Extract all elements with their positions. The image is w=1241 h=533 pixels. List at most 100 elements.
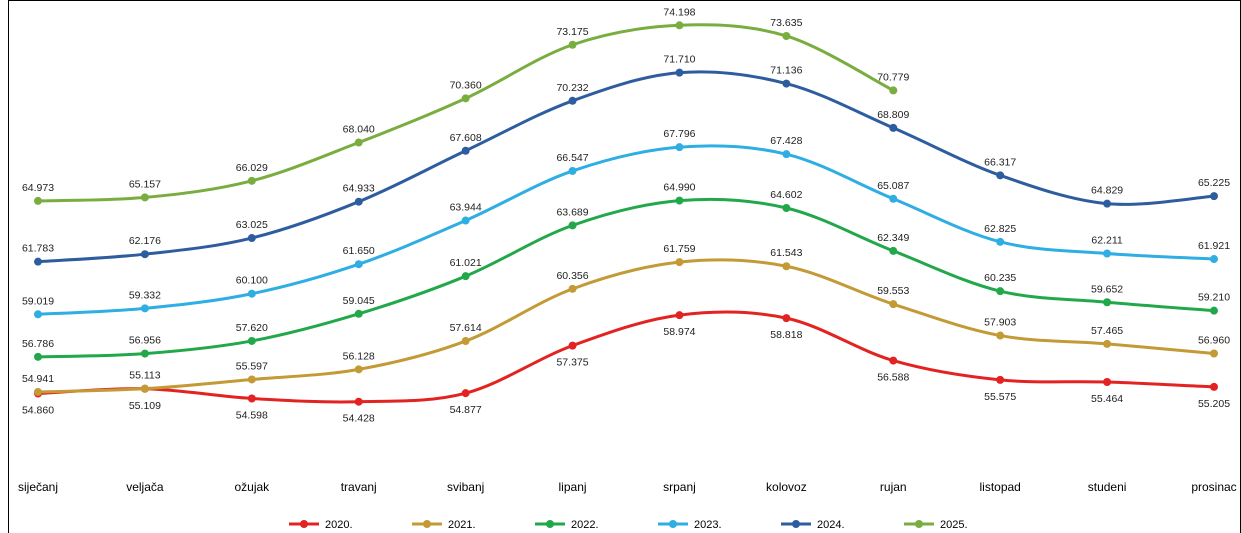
data-label-2025-1: 65.157 [129, 178, 161, 190]
data-point-2023-5 [568, 166, 577, 175]
data-point-2025-6 [675, 21, 684, 30]
data-label-2022-10: 59.652 [1091, 283, 1123, 295]
data-point-2021-8 [889, 300, 898, 309]
data-point-2024-7 [782, 79, 791, 88]
data-point-2020-10 [1103, 377, 1112, 386]
data-point-2024-0 [34, 257, 42, 266]
data-label-2023-3: 61.650 [343, 245, 375, 257]
data-point-2020-6 [675, 311, 684, 320]
data-point-2023-0 [34, 310, 42, 319]
data-point-2022-7 [782, 203, 791, 212]
data-point-2025-7 [782, 31, 791, 40]
data-point-2021-5 [568, 284, 577, 293]
data-label-2022-1: 56.956 [129, 335, 161, 347]
data-point-2023-2 [247, 289, 256, 298]
data-label-2025-6: 74.198 [663, 6, 695, 18]
data-label-2025-0: 64.973 [22, 182, 54, 194]
legend-item-2023: 2023. [658, 519, 722, 531]
series-line-2020 [36, 310, 1216, 404]
data-label-2023-4: 63.944 [450, 202, 482, 214]
data-label-2021-3: 56.128 [343, 350, 375, 362]
category-label: ožujak [234, 480, 270, 494]
data-label-2020-11: 55.205 [1198, 398, 1230, 410]
data-label-2023-5: 66.547 [556, 152, 588, 164]
data-point-2022-9 [996, 287, 1005, 296]
data-point-2024-5 [568, 96, 577, 105]
data-label-2021-6: 61.759 [663, 243, 695, 255]
data-point-2025-0 [34, 196, 42, 205]
data-point-2025-2 [247, 176, 256, 185]
data-label-2021-2: 55.597 [236, 360, 268, 372]
data-label-2024-8: 68.809 [877, 109, 909, 121]
legend: 2020. 2021. 2022. 2023. 2024. 2025. [289, 519, 968, 531]
data-label-2024-10: 64.829 [1091, 185, 1123, 197]
data-label-2020-5: 57.375 [556, 357, 588, 369]
data-label-2020-9: 55.575 [984, 391, 1016, 403]
data-point-2022-3 [354, 309, 363, 318]
data-point-2021-6 [675, 258, 684, 267]
category-label: rujan [880, 480, 907, 494]
data-point-2020-11 [1210, 382, 1218, 391]
legend-label: 2023. [694, 519, 722, 531]
series-line-2021 [36, 258, 1216, 394]
data-point-2022-8 [889, 246, 898, 255]
data-point-2024-4 [461, 146, 470, 155]
data-point-2023-1 [140, 304, 149, 313]
data-label-2023-0: 59.019 [22, 295, 54, 307]
data-point-2020-2 [247, 394, 256, 403]
data-point-2020-8 [889, 356, 898, 365]
data-label-2020-4: 54.877 [450, 404, 482, 416]
data-point-2024-11 [1210, 192, 1218, 201]
data-label-2022-7: 64.602 [770, 189, 802, 201]
data-point-2024-10 [1103, 199, 1112, 208]
chart-frame [8, 0, 1241, 533]
data-point-2022-1 [140, 349, 149, 358]
data-point-2023-6 [675, 143, 684, 152]
data-label-2021-4: 57.614 [450, 322, 482, 334]
legend-label: 2022. [571, 519, 599, 531]
data-label-2021-1: 55.113 [129, 370, 160, 382]
data-point-2025-3 [354, 138, 363, 147]
data-point-2022-5 [568, 221, 577, 230]
data-label-2025-4: 70.360 [450, 79, 482, 91]
data-point-2021-9 [996, 331, 1005, 340]
data-label-2020-2: 54.598 [236, 409, 268, 421]
legend-swatch-marker [669, 520, 677, 528]
data-point-2023-9 [996, 237, 1005, 246]
data-point-2024-8 [889, 123, 898, 132]
data-point-2022-10 [1103, 298, 1112, 307]
legend-label: 2020. [325, 519, 353, 531]
data-label-2022-5: 63.689 [556, 206, 588, 218]
category-label: prosinac [1191, 480, 1236, 494]
legend-item-2020: 2020. [289, 519, 353, 531]
data-label-2024-7: 71.136 [770, 65, 802, 77]
data-label-2023-2: 60.100 [236, 275, 268, 287]
legend-item-2022: 2022. [535, 519, 599, 531]
data-point-2021-4 [461, 337, 470, 346]
data-point-2021-11 [1210, 349, 1218, 358]
series-line-2023 [36, 144, 1216, 316]
data-point-2021-0 [34, 387, 42, 396]
data-label-2025-2: 66.029 [236, 162, 268, 174]
data-point-2021-7 [782, 262, 791, 271]
category-axis: siječanj veljača ožujak travanj svibanj lipan… [18, 480, 1237, 494]
data-point-2022-2 [247, 336, 256, 345]
legend-label: 2024. [817, 519, 845, 531]
data-label-2024-11: 65.225 [1198, 177, 1230, 189]
data-label-2021-0: 54.941 [22, 373, 54, 385]
data-label-2024-3: 64.933 [343, 183, 375, 195]
legend-swatch-marker [792, 520, 800, 528]
category-label: studeni [1088, 480, 1127, 494]
data-point-2025-5 [568, 40, 577, 49]
data-label-2020-7: 58.818 [770, 329, 802, 341]
data-label-2025-8: 70.779 [877, 71, 909, 83]
data-point-2020-4 [461, 389, 470, 398]
category-label: siječanj [18, 480, 58, 494]
legend-swatch-marker [546, 520, 554, 528]
legend-label: 2021. [448, 519, 476, 531]
data-label-2023-8: 65.087 [877, 180, 909, 192]
data-point-2021-10 [1103, 339, 1112, 348]
data-point-2025-1 [140, 193, 149, 202]
